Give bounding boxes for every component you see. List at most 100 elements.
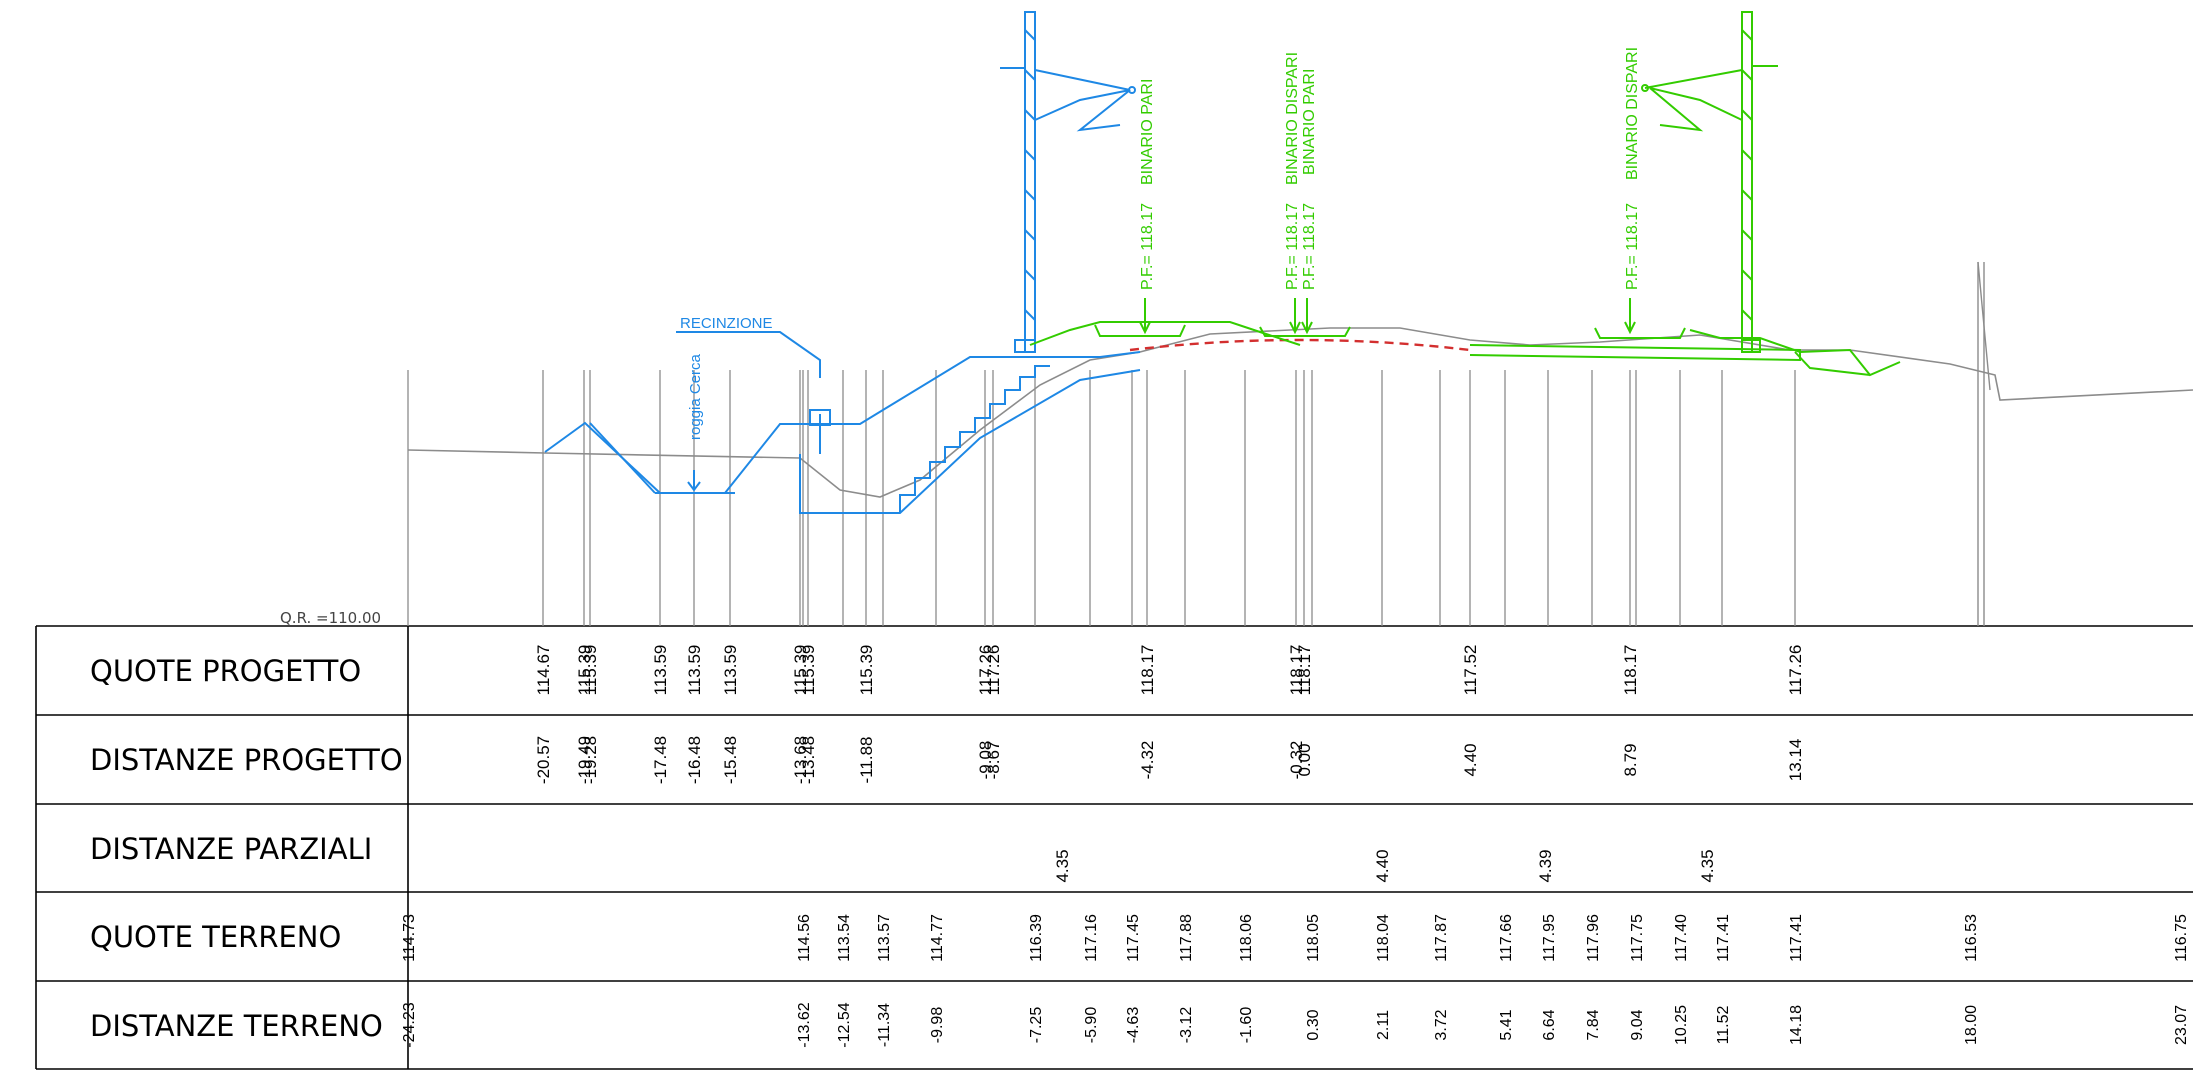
distanze-terreno-value: 9.04 (1629, 1009, 1646, 1040)
quote-terreno-value: 116.53 (1963, 914, 1980, 962)
quote-progetto-value: 115.39 (791, 645, 810, 696)
quote-progetto-value: 118.17 (1295, 645, 1314, 696)
distanze-terreno-value: 18.00 (1963, 1005, 1980, 1045)
existing-rail-dashed-line (1129, 338, 1471, 352)
distanze-parziali-values: 4.35 4.40 4.39 4.35 (1053, 849, 1717, 882)
quote-progetto-value: 113.59 (685, 645, 704, 696)
row-label-distanze-terreno: DISTANZE TERRENO (90, 1009, 383, 1043)
distanze-progetto-value: 8.79 (1621, 743, 1640, 776)
distanze-progetto-value: -13.48 (799, 736, 818, 784)
quote-terreno-value: 117.75 (1629, 914, 1646, 962)
pf-2a-label: P.F.= 118.17 (1284, 203, 1301, 290)
quote-terreno-value: 117.45 (1125, 914, 1142, 962)
quote-terreno-value: 117.41 (1715, 914, 1732, 962)
reference-level: Q.R. =110.00 (280, 609, 381, 627)
distanze-terreno-value: -9.98 (929, 1007, 946, 1044)
distanze-progetto-value: 4.40 (1461, 743, 1480, 776)
distanze-parziali-value: 4.40 (1373, 849, 1392, 882)
pf-1-label: P.F.= 118.17 (1139, 203, 1156, 290)
quote-terreno-value: 117.41 (1788, 914, 1805, 962)
distanze-terreno-value: 3.72 (1433, 1009, 1450, 1040)
quote-terreno-value: 118.06 (1238, 914, 1255, 962)
distanze-terreno-value: 11.52 (1715, 1005, 1732, 1044)
quote-terreno-value: 114.56 (796, 914, 813, 962)
quote-terreno-value: 116.75 (2173, 914, 2190, 962)
quote-progetto-value: 114.67 (534, 645, 553, 696)
distanze-progetto-value: 0.00 (1295, 743, 1314, 776)
distanze-progetto-value: -19.28 (581, 736, 600, 784)
distanze-progetto-value: -19.49 (575, 736, 594, 784)
pf-3-label: P.F.= 118.17 (1624, 203, 1641, 290)
binario-dispari-2-label: BINARIO DISPARI (1624, 47, 1641, 180)
distanze-terreno-value: -12.54 (836, 1002, 853, 1047)
quote-terreno-value: 117.87 (1433, 914, 1450, 962)
distanze-progetto-value: -8.67 (984, 741, 1003, 780)
distanze-progetto-value: -9.08 (976, 741, 995, 780)
row-label-distanze-parziali: DISTANZE PARZIALI (90, 832, 372, 866)
quote-progetto-value: 113.59 (721, 645, 740, 696)
quote-terreno-value: 117.96 (1585, 914, 1602, 962)
quote-progetto-value: 117.26 (976, 645, 995, 696)
quote-terreno-value: 117.16 (1083, 914, 1100, 962)
distanze-parziali-value: 4.35 (1053, 849, 1072, 882)
quote-terreno-value: 118.05 (1305, 914, 1322, 962)
distanze-progetto-value: -17.48 (651, 736, 670, 784)
distanze-terreno-value: -5.90 (1083, 1007, 1100, 1044)
quote-progetto-value: 118.17 (1287, 645, 1306, 696)
distanze-parziali-value: 4.39 (1536, 849, 1555, 882)
quote-progetto-value: 117.26 (984, 645, 1003, 696)
distanze-terreno-value: 6.64 (1541, 1009, 1558, 1040)
quote-terreno-value: 117.88 (1178, 914, 1195, 962)
quote-terreno-value: 118.04 (1375, 914, 1392, 962)
quote-terreno-value: 116.39 (1028, 914, 1045, 962)
distanze-terreno-value: -11.34 (876, 1003, 893, 1047)
distanze-terreno-value: -1.60 (1238, 1007, 1255, 1044)
distanze-progetto-value: -4.32 (1138, 741, 1157, 780)
row-label-distanze-progetto: DISTANZE PROGETTO (90, 743, 403, 777)
distanze-terreno-value: 10.25 (1673, 1005, 1690, 1045)
distanze-terreno-value: -13.62 (796, 1002, 813, 1047)
quote-progetto-value: 117.52 (1461, 645, 1480, 696)
quote-progetto-value: 115.39 (575, 645, 594, 696)
row-label-quote-progetto: QUOTE PROGETTO (90, 654, 361, 688)
distanze-progetto-value: -0.32 (1287, 741, 1306, 780)
quote-progetto-value: 115.39 (799, 645, 818, 696)
distanze-terreno-values: -24.23 -13.62 -12.54 -11.34 -9.98 -7.25 -5.90 -… (401, 1002, 2190, 1047)
quote-terreno-values: 114.73 114.56 113.54 113.57 114.77 116.39 117.… (401, 914, 2190, 962)
quote-terreno-value: 113.54 (836, 914, 853, 962)
quote-terreno-value: 117.95 (1541, 914, 1558, 962)
distanze-progetto-value: -11.88 (857, 737, 876, 784)
quote-terreno-value: 114.77 (929, 914, 946, 962)
quote-terreno-value: 113.57 (876, 914, 893, 962)
binario-pari-2-label: BINARIO PARI (1301, 69, 1318, 175)
binario-dispari-1-label: BINARIO DISPARI (1284, 52, 1301, 185)
quote-progetto-value: 118.17 (1621, 645, 1640, 696)
distanze-terreno-value: -3.12 (1178, 1007, 1195, 1044)
distanze-terreno-value: 14.18 (1788, 1005, 1805, 1045)
green-track-section (1029, 11, 1901, 377)
distanze-terreno-value: -7.25 (1028, 1007, 1045, 1044)
quote-progetto-value: 117.26 (1786, 645, 1805, 696)
row-label-quote-terreno: QUOTE TERRENO (90, 920, 341, 954)
distanze-terreno-value: -4.63 (1125, 1007, 1142, 1044)
quote-terreno-value: 114.73 (401, 914, 418, 962)
quote-progetto-value: 113.59 (651, 645, 670, 696)
distanze-progetto-value: -13.68 (791, 736, 810, 784)
distanze-terreno-value: 2.11 (1375, 1010, 1392, 1040)
quote-progetto-value: 115.39 (581, 645, 600, 696)
distanze-terreno-value: 7.84 (1585, 1009, 1602, 1040)
vertical-stations (407, 370, 1796, 626)
distanze-progetto-value: -20.57 (534, 736, 553, 784)
distanze-terreno-value: 23.07 (2173, 1005, 2190, 1045)
distanze-progetto-value: -15.48 (721, 736, 740, 784)
recinzione-label: RECINZIONE (680, 315, 773, 332)
blue-project-section (544, 11, 1141, 514)
distanze-progetto-value: -16.48 (685, 736, 704, 784)
distanze-terreno-value: 0.30 (1305, 1009, 1322, 1040)
data-table (35, 625, 2193, 1070)
quote-terreno-value: 117.66 (1498, 914, 1515, 962)
quote-terreno-value: 117.40 (1673, 914, 1690, 962)
distanze-terreno-value: -24.23 (401, 1002, 418, 1047)
